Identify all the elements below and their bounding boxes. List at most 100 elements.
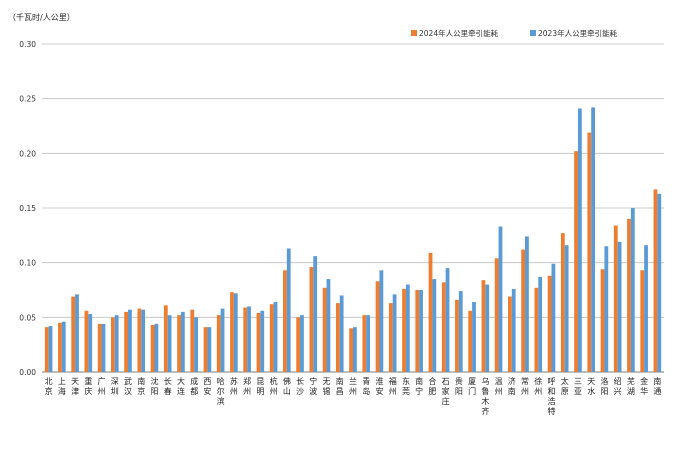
bar-2024-南京 <box>137 308 142 372</box>
bar-2023-成都 <box>194 317 198 372</box>
bar-2024-南通 <box>653 189 658 372</box>
bar-2023-佛山 <box>286 248 291 372</box>
bar-2023-天水 <box>591 107 596 372</box>
category-label-23: 兰州 <box>349 376 357 396</box>
bar-2023-无锡 <box>326 279 331 372</box>
bar-2024-无锡 <box>322 287 327 372</box>
bar-2023-大连 <box>180 311 185 372</box>
bar-2023-青岛 <box>366 315 371 372</box>
bar-2023-徐州 <box>538 276 543 372</box>
bar-2024-南宁 <box>415 290 420 372</box>
category-label-19: 长沙 <box>296 376 304 396</box>
category-label-14: 苏州 <box>230 376 238 396</box>
category-label-26: 福州 <box>389 377 397 396</box>
y-tick-label-2: 0.10 <box>19 259 36 268</box>
bar-2023-宁波 <box>313 256 318 372</box>
category-label-11: 成都 <box>190 376 198 396</box>
y-tick-label-1: 0.05 <box>19 313 36 322</box>
legend-swatch-2024 <box>411 30 417 36</box>
category-label-4: 广州 <box>98 376 106 396</box>
bar-2024-福州 <box>388 303 393 372</box>
bar-2024-石家庄 <box>441 282 446 372</box>
bar-2024-徐州 <box>534 287 539 372</box>
bar-2024-成都 <box>190 309 195 372</box>
bar-2024-温州 <box>494 258 499 372</box>
bar-2024-郑州 <box>243 307 248 372</box>
category-label-42: 洛阳 <box>600 376 608 396</box>
bar-2024-昆明 <box>256 312 261 372</box>
category-label-1: 上海 <box>58 377 66 396</box>
legend-swatch-2023 <box>530 30 536 36</box>
category-label-5: 深圳 <box>111 377 119 396</box>
bar-2024-上海 <box>58 322 62 372</box>
bar-2023-武汉 <box>128 309 132 372</box>
category-label-8: 沈阳 <box>150 376 158 396</box>
bar-2023-太原 <box>564 245 569 372</box>
bar-2023-乌鲁木齐 <box>485 284 490 372</box>
bar-2024-兰州 <box>349 328 353 372</box>
bar-2023-石家庄 <box>445 268 450 372</box>
legend-label-2024: 2024年人公里牵引能耗 <box>419 28 499 38</box>
bar-2023-绍兴 <box>617 241 622 372</box>
category-label-32: 厦门 <box>468 377 476 396</box>
bar-2024-宁波 <box>309 267 314 372</box>
category-label-44: 芜湖 <box>627 376 635 396</box>
bar-2023-贵阳 <box>458 291 463 372</box>
category-label-31: 贵阳 <box>455 376 463 396</box>
bar-2024-长春 <box>163 305 168 372</box>
bar-2023-呼和浩特 <box>551 263 556 372</box>
bar-2023-沈阳 <box>154 323 159 372</box>
bar-2024-济南 <box>508 296 512 372</box>
bar-2024-太原 <box>560 233 565 372</box>
bar-2024-常州 <box>521 249 526 372</box>
bar-2023-上海 <box>61 321 66 372</box>
bar-2023-南宁 <box>419 290 423 372</box>
bar-2024-深圳 <box>110 317 115 372</box>
bar-2024-呼和浩特 <box>547 275 552 372</box>
bar-2023-福州 <box>392 294 397 372</box>
bar-2024-天津 <box>71 296 76 372</box>
category-labels: 北京上海天津重庆广州深圳武汉南京沈阳长春大连成都西安哈尔滨苏州郑州昆明杭州佛山长… <box>45 376 662 416</box>
bar-2023-温州 <box>498 226 503 372</box>
category-label-0: 北京 <box>45 377 53 396</box>
bar-2023-重庆 <box>88 314 93 372</box>
category-label-30: 石家庄 <box>442 377 450 406</box>
category-label-38: 呼和浩特 <box>548 376 556 416</box>
category-label-12: 西安 <box>203 377 211 396</box>
y-axis-ticks: 0.00 0.05 0.10 0.15 0.20 0.25 0.30 <box>19 40 36 377</box>
bar-2024-贵阳 <box>455 299 459 372</box>
bar-2023-北京 <box>48 326 53 372</box>
bar-2023-天津 <box>75 294 79 372</box>
bar-2024-长沙 <box>296 317 301 372</box>
bar-2024-北京 <box>44 327 49 372</box>
bar-2024-芜湖 <box>627 218 631 372</box>
bar-2023-西安 <box>207 327 212 372</box>
category-label-35: 济南 <box>508 376 516 396</box>
bar-2023-郑州 <box>247 306 251 372</box>
bar-2024-淮安 <box>375 281 380 372</box>
category-label-29: 合肥 <box>428 376 436 396</box>
category-label-9: 长春 <box>164 376 172 396</box>
bar-2024-大连 <box>177 315 181 372</box>
bar-2023-长春 <box>167 315 172 372</box>
bar-2023-南京 <box>141 309 146 372</box>
bar-2023-三亚 <box>577 108 582 372</box>
bar-2023-常州 <box>525 236 529 372</box>
category-label-16: 昆明 <box>256 377 264 396</box>
bar-2023-洛阳 <box>604 246 609 372</box>
category-label-46: 南通 <box>653 376 661 396</box>
bar-2024-天水 <box>587 132 592 372</box>
category-label-25: 淮安 <box>375 376 383 396</box>
y-tick-label-3: 0.15 <box>19 204 36 213</box>
category-label-6: 武汉 <box>124 376 132 396</box>
bar-2023-厦门 <box>472 302 476 372</box>
category-label-21: 无锡 <box>323 377 331 396</box>
bar-2024-佛山 <box>283 270 287 372</box>
bar-2024-金华 <box>640 270 645 372</box>
bar-2024-合肥 <box>428 252 433 372</box>
category-label-7: 南京 <box>137 376 145 396</box>
bar-2023-苏州 <box>233 293 238 372</box>
category-label-3: 重庆 <box>84 376 92 396</box>
category-label-2: 天津 <box>71 377 79 396</box>
bar-2023-兰州 <box>353 327 357 372</box>
